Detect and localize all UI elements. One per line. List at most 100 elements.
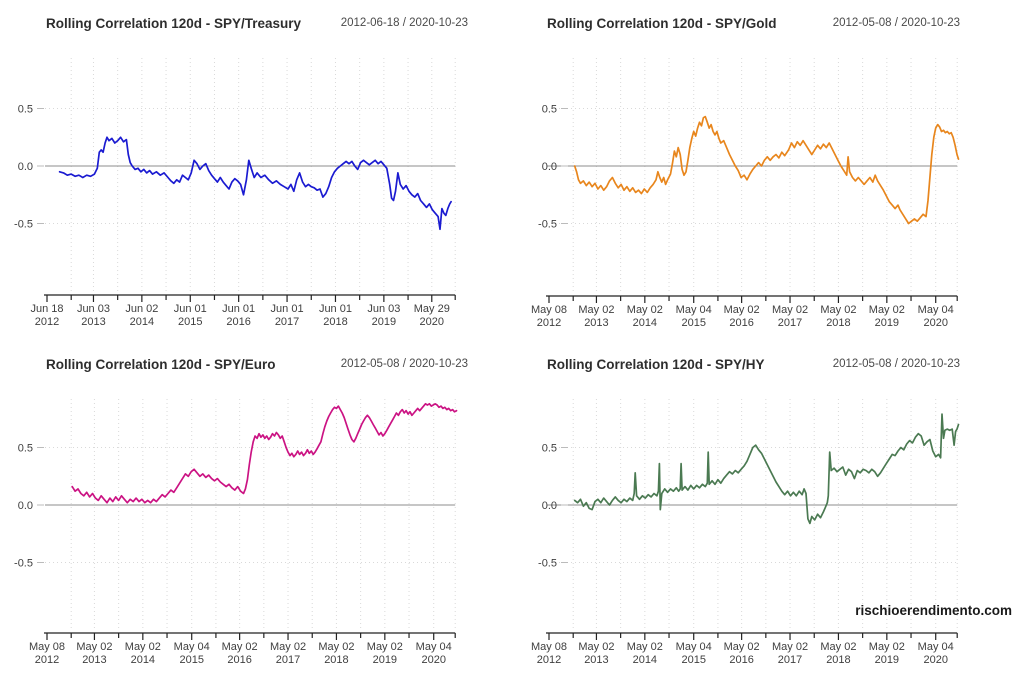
- x-tick-label: May 04: [416, 641, 452, 653]
- x-tick-label: 2015: [681, 654, 705, 666]
- x-tick-label: May 04: [174, 641, 210, 653]
- x-tick-label: 2017: [778, 654, 802, 666]
- x-tick-label: May 02: [578, 304, 614, 316]
- x-tick-label: 2015: [681, 317, 705, 329]
- y-tick-label: 0.0: [18, 161, 33, 173]
- x-tick-label: 2016: [729, 654, 753, 666]
- x-tick-label: 2018: [826, 317, 850, 329]
- x-tick-label: 2014: [633, 654, 657, 666]
- x-tick-label: Jun 02: [125, 303, 158, 315]
- chart-panel-spy-treasury: Jun 18 2012 Jun 03 2013 Jun 02 2014 Jun 01 2015…: [0, 0, 512, 341]
- x-tick-label: May 02: [820, 641, 856, 653]
- chart-date-range: 2012-05-08 / 2020-10-23: [340, 358, 468, 370]
- series-line: [573, 115, 960, 225]
- x-tick-label: May 02: [724, 641, 760, 653]
- x-tick-label: 2012: [537, 317, 561, 329]
- chart-date-range: 2012-05-08 / 2020-10-23: [832, 358, 960, 370]
- x-tick-label: 2013: [82, 654, 106, 666]
- chart-date-range: 2012-06-18 / 2020-10-23: [340, 17, 468, 29]
- y-tick-label: -0.5: [538, 558, 557, 570]
- x-tick-label: May 02: [367, 641, 403, 653]
- chart-title: Rolling Correlation 120d - SPY/Treasury: [46, 16, 302, 31]
- x-tick-label: 2014: [131, 654, 155, 666]
- y-tick-label: 0.0: [542, 161, 557, 173]
- x-tick-label: May 02: [869, 641, 905, 653]
- x-tick-label: May 02: [270, 641, 306, 653]
- y-tick-label: 0.5: [18, 443, 33, 455]
- y-tick-label: 0.5: [18, 104, 33, 116]
- x-tick-label: 2017: [276, 654, 300, 666]
- x-tick-label: 2015: [178, 316, 202, 328]
- x-tick-label: May 04: [676, 641, 712, 653]
- chart-header: Rolling Correlation 120d - SPY/Euro 2012…: [0, 357, 512, 377]
- x-tick-label: May 02: [724, 304, 760, 316]
- x-tick-label: 2014: [130, 316, 154, 328]
- x-tick-label: 2016: [227, 654, 251, 666]
- x-tick-label: May 02: [578, 641, 614, 653]
- chart-title: Rolling Correlation 120d - SPY/Euro: [46, 357, 276, 372]
- x-tick-label: May 08: [531, 304, 567, 316]
- x-tick-label: May 04: [918, 304, 954, 316]
- x-tick-label: 2012: [35, 316, 59, 328]
- x-tick-label: May 02: [318, 641, 354, 653]
- x-tick-label: 2013: [584, 317, 608, 329]
- x-tick-label: May 02: [125, 641, 161, 653]
- x-tick-label: 2020: [420, 316, 444, 328]
- x-tick-label: May 08: [29, 641, 65, 653]
- x-tick-label: 2017: [778, 317, 802, 329]
- chart-panel-spy-euro: May 08 2012 May 02 2013 May 02 2014 May 04 2015…: [0, 341, 512, 682]
- y-tick-label: 0.0: [542, 500, 557, 512]
- x-tick-label: Jun 03: [77, 303, 110, 315]
- x-tick-label: 2015: [179, 654, 203, 666]
- y-tick-label: 0.5: [542, 104, 557, 116]
- x-tick-label: 2013: [584, 654, 608, 666]
- series-line: [71, 402, 458, 504]
- chart-title: Rolling Correlation 120d - SPY/HY: [547, 357, 765, 372]
- y-tick-label: 0.5: [542, 443, 557, 455]
- x-tick-label: May 02: [627, 641, 663, 653]
- x-tick-label: 2017: [275, 316, 299, 328]
- x-tick-label: 2014: [633, 317, 657, 329]
- chart-header: Rolling Correlation 120d - SPY/Treasury …: [0, 16, 512, 36]
- watermark: rischioerendimento.com: [855, 603, 1012, 618]
- x-tick-label: Jun 18: [30, 303, 63, 315]
- y-tick-label: -0.5: [14, 219, 33, 231]
- x-tick-label: 2016: [226, 316, 250, 328]
- x-tick-label: 2018: [324, 654, 348, 666]
- x-tick-label: 2019: [875, 654, 899, 666]
- y-tick-label: -0.5: [538, 219, 557, 231]
- x-tick-label: May 02: [222, 641, 258, 653]
- chart-date-range: 2012-05-08 / 2020-10-23: [832, 17, 960, 29]
- x-tick-label: 2018: [323, 316, 347, 328]
- x-tick-label: May 02: [820, 304, 856, 316]
- x-tick-label: May 02: [627, 304, 663, 316]
- x-tick-label: 2012: [35, 654, 59, 666]
- x-tick-label: 2019: [372, 316, 396, 328]
- chart-panel-spy-hy: May 08 2012 May 02 2013 May 02 2014 May 04 2015…: [512, 341, 1024, 682]
- x-tick-label: 2020: [923, 654, 947, 666]
- x-tick-label: 2012: [537, 654, 561, 666]
- x-tick-label: May 02: [76, 641, 112, 653]
- x-tick-label: May 04: [676, 304, 712, 316]
- y-tick-label: 0.0: [18, 500, 33, 512]
- x-tick-label: May 02: [772, 304, 808, 316]
- chart-panel-spy-gold: May 08 2012 May 02 2013 May 02 2014 May 04 2015…: [512, 0, 1024, 341]
- y-tick-label: -0.5: [14, 558, 33, 570]
- x-tick-label: May 02: [869, 304, 905, 316]
- x-tick-label: 2013: [81, 316, 105, 328]
- x-tick-label: Jun 01: [222, 303, 255, 315]
- x-tick-label: 2016: [729, 317, 753, 329]
- chart-header: Rolling Correlation 120d - SPY/Gold 2012…: [512, 16, 1024, 36]
- x-tick-label: May 04: [918, 641, 954, 653]
- x-tick-label: 2020: [923, 317, 947, 329]
- chart-header: Rolling Correlation 120d - SPY/HY 2012-0…: [512, 357, 1024, 377]
- x-tick-label: Jun 03: [367, 303, 400, 315]
- x-tick-label: May 08: [531, 641, 567, 653]
- x-tick-label: Jun 01: [271, 303, 304, 315]
- x-tick-label: 2019: [373, 654, 397, 666]
- chart-title: Rolling Correlation 120d - SPY/Gold: [547, 16, 777, 31]
